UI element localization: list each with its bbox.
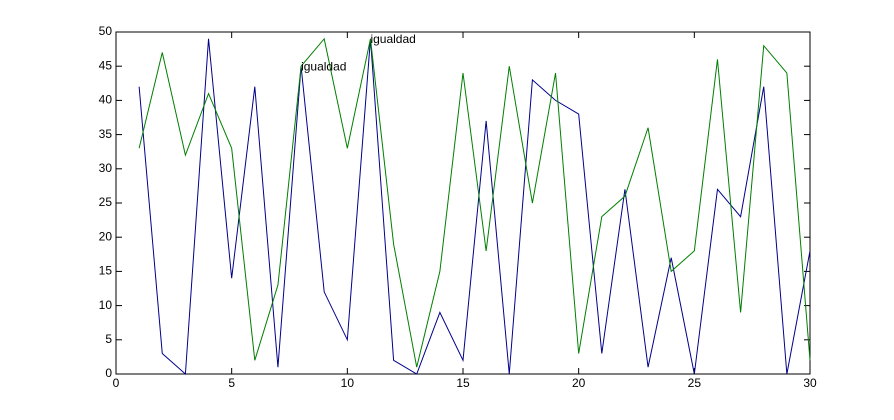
x-tick-label: 15 bbox=[456, 376, 470, 390]
x-tick-label: 5 bbox=[228, 376, 235, 390]
x-tick-label: 30 bbox=[803, 376, 817, 390]
y-tick-label: 35 bbox=[99, 127, 113, 141]
x-tick-label: 0 bbox=[113, 376, 120, 390]
y-tick-label: 10 bbox=[99, 298, 113, 312]
y-tick-label: 25 bbox=[99, 195, 113, 209]
y-tick-label: 20 bbox=[99, 229, 113, 243]
y-tick-label: 0 bbox=[105, 366, 112, 380]
y-tick-label: 40 bbox=[99, 93, 113, 107]
plot-box bbox=[115, 31, 811, 375]
y-tick-label: 15 bbox=[99, 264, 113, 278]
line-series bbox=[138, 38, 811, 376]
x-tick-label: 20 bbox=[572, 376, 586, 390]
line-series bbox=[138, 37, 811, 368]
annotation: igualdad bbox=[370, 32, 415, 46]
y-tick-label: 5 bbox=[105, 332, 112, 346]
annotation: igualdad bbox=[301, 59, 346, 73]
x-tick-label: 10 bbox=[341, 376, 355, 390]
y-tick-label: 50 bbox=[99, 24, 113, 38]
y-tick-label: 45 bbox=[99, 58, 113, 72]
x-tick-label: 25 bbox=[688, 376, 702, 390]
y-tick-label: 30 bbox=[99, 161, 113, 175]
